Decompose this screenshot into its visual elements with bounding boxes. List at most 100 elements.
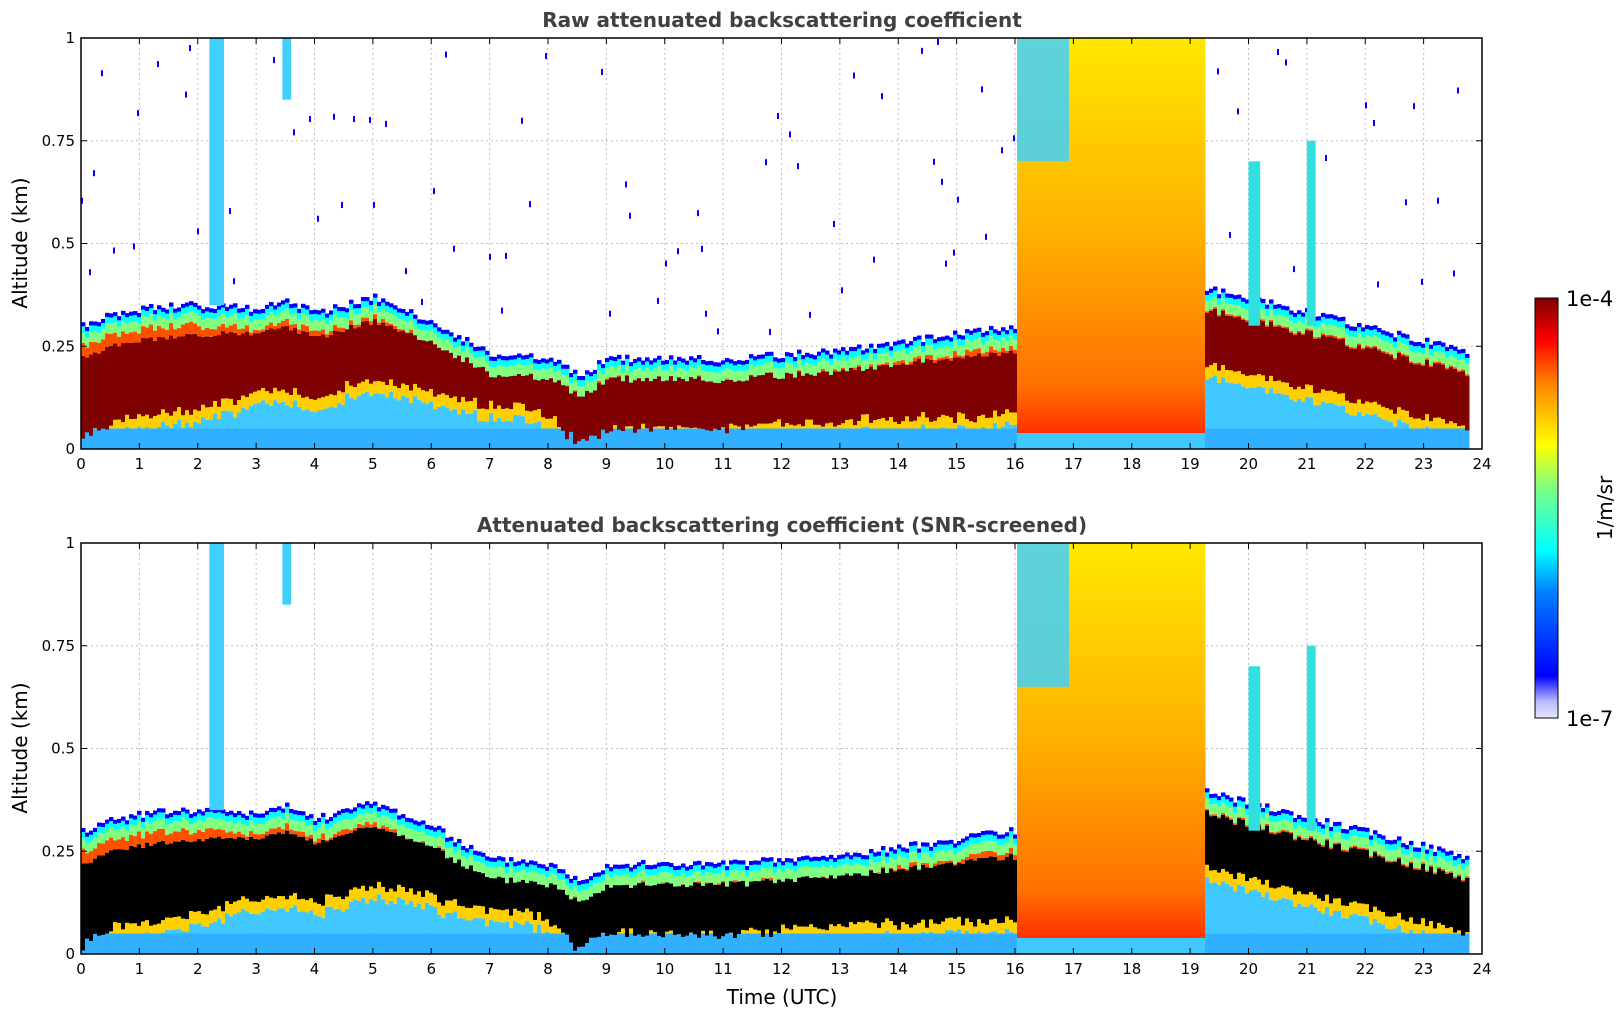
panel-screened-heat-cell — [561, 933, 566, 954]
panel-raw-noise-pixel — [385, 120, 387, 127]
panel-raw-heat-cell — [1325, 324, 1330, 335]
panel-raw-heat-cell — [237, 428, 242, 449]
panel-screened-heat-cell — [405, 838, 410, 840]
panel-screened-heat-cell — [129, 818, 134, 825]
panel-raw-heat-cell — [201, 336, 206, 405]
panel-screened-heat-cell — [1465, 855, 1470, 860]
panel-raw-heat-cell — [1393, 347, 1398, 358]
panel-screened-heat-cell — [737, 933, 742, 954]
panel-raw-heat-cell — [805, 372, 810, 420]
panel-raw-heat-cell — [117, 419, 122, 429]
panel-screened-heat-cell — [357, 813, 362, 824]
panel-screened-heat-cell — [437, 902, 442, 915]
panel-screened-heat-cell — [401, 933, 406, 954]
panel-screened-heat-cell — [1001, 860, 1006, 923]
panel-raw-heat-cell — [381, 318, 386, 323]
panel-raw-heat-cell — [217, 309, 222, 317]
panel-raw-heat-cell — [669, 365, 674, 376]
panel-raw-heat-cell — [329, 331, 334, 335]
panel-raw-heat-cell — [265, 403, 270, 429]
panel-raw-heat-cell — [1413, 346, 1418, 353]
panel-raw-heat-cell — [425, 341, 430, 392]
panel-screened-heat-cell — [1377, 844, 1382, 855]
panel-screened-heat-cell — [685, 866, 690, 871]
panel-screened-heat-cell — [657, 866, 662, 873]
panel-screened-heat-cell — [481, 856, 486, 864]
panel-screened-heat-cell — [461, 933, 466, 954]
panel-screened-heat-cell — [633, 864, 638, 869]
panel-screened-heat-cell — [89, 933, 94, 954]
panel-raw-heat-cell — [369, 383, 374, 397]
panel-screened-heat-cell — [969, 922, 974, 934]
panel-raw-heat-cell — [225, 311, 230, 318]
panel-screened-heat-cell — [161, 808, 166, 813]
panel-raw-heat-cell — [1397, 428, 1402, 449]
panel-screened-heat-cell — [765, 878, 770, 930]
panel-raw-heat-cell — [1369, 336, 1374, 347]
panel-screened-heat-cell — [1345, 839, 1350, 851]
panel-raw-heat-cell — [1337, 337, 1342, 340]
panel-raw-heat-cell — [1329, 314, 1334, 319]
panel-raw-heat-cell — [941, 340, 946, 347]
panel-raw-heat-cell — [273, 315, 278, 326]
panel-screened-heat-cell — [581, 899, 586, 947]
panel-screened-heat-cell — [957, 933, 962, 954]
panel-screened-heat-cell — [1377, 838, 1382, 845]
panel-raw-heat-cell — [265, 329, 270, 392]
panel-screened-heat-cell — [913, 933, 918, 954]
panel-screened-heat-cell — [1289, 831, 1294, 834]
panel-screened-heat-cell — [1253, 822, 1258, 877]
panel-raw-heat-cell — [193, 428, 198, 449]
panel-raw-heat-cell — [545, 428, 550, 449]
panel-raw-noise-pixel — [233, 278, 235, 285]
panel-raw-heat-cell — [193, 409, 198, 422]
panel-raw-heat-cell — [1345, 334, 1350, 345]
panel-raw-heat-cell — [529, 363, 534, 374]
panel-screened-heat-cell — [941, 861, 946, 865]
panel-raw-heat-cell — [253, 319, 258, 330]
panel-screened-heat-cell — [1229, 801, 1234, 808]
panel-raw-heat-cell — [1357, 411, 1362, 429]
panel-raw-heat-cell — [921, 341, 926, 347]
panel-raw-x-tick-label: 20 — [1239, 455, 1258, 473]
panel-screened-heat-cell — [277, 908, 282, 934]
panel-screened-heat-cell — [889, 851, 894, 858]
panel-raw-heat-cell — [133, 321, 138, 332]
panel-raw-heat-cell — [965, 339, 970, 350]
panel-raw-heat-cell — [1345, 344, 1350, 347]
panel-screened-heat-cell — [97, 855, 102, 936]
panel-raw-noise-pixel — [1373, 119, 1375, 126]
panel-screened-heat-cell — [145, 842, 150, 921]
panel-raw-heat-cell — [233, 303, 238, 308]
panel-screened-heat-cell — [461, 918, 466, 934]
panel-raw-heat-cell — [681, 358, 686, 363]
panel-raw-heat-cell — [397, 388, 402, 401]
panel-screened-heat-cell — [1317, 822, 1322, 827]
panel-screened-heat-cell — [693, 861, 698, 866]
panel-raw-heat-cell — [781, 368, 786, 379]
panel-screened-heat-cell — [745, 866, 750, 871]
panel-screened-heat-cell — [693, 933, 698, 954]
panel-raw-heat-cell — [925, 358, 930, 418]
panel-raw-heat-cell — [241, 328, 246, 334]
panel-screened-heat-cell — [1461, 863, 1466, 870]
panel-screened-y-tick-label: 0.75 — [42, 637, 75, 655]
panel-raw-heat-cell — [569, 377, 574, 384]
panel-raw-heat-cell — [409, 329, 414, 333]
panel-raw-heat-cell — [905, 364, 910, 365]
panel-screened-heat-cell — [1341, 849, 1346, 852]
panel-raw-heat-cell — [813, 375, 818, 425]
panel-screened-heat-cell — [1321, 845, 1326, 847]
panel-screened-heat-cell — [365, 827, 370, 891]
panel-raw-noise-pixel — [1405, 199, 1407, 206]
panel-raw-heat-cell — [1213, 308, 1218, 363]
panel-raw-heat-cell — [449, 342, 454, 353]
panel-screened-heat-cell — [573, 897, 578, 951]
panel-raw-cloud-column — [1077, 38, 1082, 433]
panel-screened-heat-cell — [933, 842, 938, 847]
panel-raw-heat-cell — [1389, 355, 1394, 410]
panel-screened-heat-cell — [297, 821, 302, 832]
panel-raw-heat-cell — [809, 428, 814, 449]
panel-screened-heat-cell — [289, 808, 294, 814]
panel-raw-heat-cell — [773, 357, 778, 362]
